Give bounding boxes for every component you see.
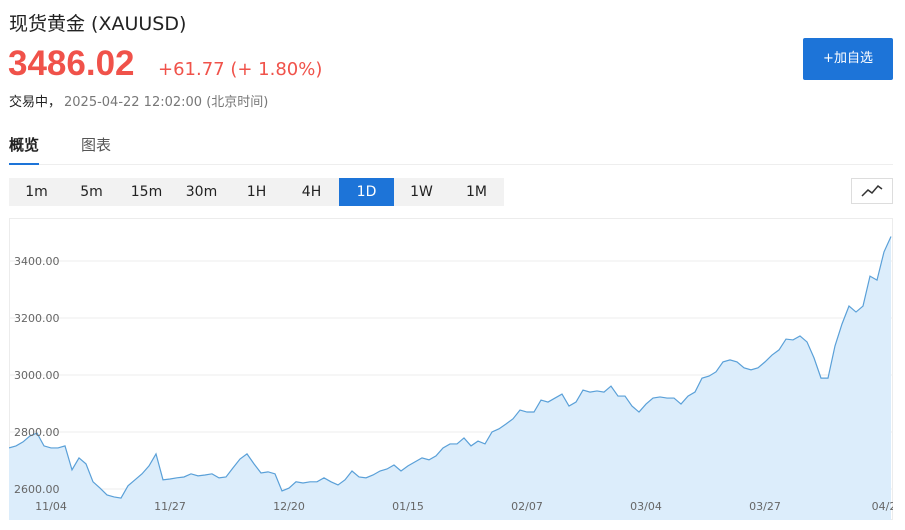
interval-button[interactable]: 1D [339, 178, 394, 206]
x-tick-label: 11/27 [154, 500, 186, 513]
interval-button[interactable]: 1H [246, 184, 267, 200]
interval-button[interactable]: 30m [185, 184, 218, 200]
x-tick-label: 03/27 [749, 500, 781, 513]
interval-button[interactable]: 1M [466, 184, 487, 200]
tab[interactable]: 图表 [81, 136, 112, 154]
y-tick-label: 3400.00 [14, 255, 60, 268]
tabs: 概览 图表 [9, 130, 893, 165]
tab[interactable]: 概览 [9, 134, 40, 165]
y-tick-label: 3200.00 [14, 312, 60, 325]
x-tick-label: 02/07 [511, 500, 543, 513]
interval-bar: 1m 5m 15m 30m 1H 4H 1D 1W 1M [9, 178, 504, 206]
x-tick-label: 04/2 [872, 500, 893, 513]
add-watchlist-button[interactable]: +加自选 [803, 38, 893, 80]
price: 3486.02 [8, 44, 135, 83]
x-tick-label: 11/04 [35, 500, 67, 513]
status: 交易中， [9, 95, 62, 110]
x-tick-label: 01/15 [392, 500, 424, 513]
line [9, 236, 892, 499]
y-tick-label: 2800.00 [14, 426, 60, 439]
time: 2025-04-22 12:02:00 (北京时间) [64, 95, 269, 110]
y-tick-label: 3000.00 [14, 369, 60, 382]
interval-button[interactable]: 5m [80, 184, 103, 200]
x-tick-label: 12/20 [273, 500, 305, 513]
interval-button[interactable]: 15m [130, 184, 163, 200]
interval-button[interactable]: 1W [410, 184, 433, 200]
interval-button[interactable]: 4H [301, 184, 322, 200]
area [9, 236, 891, 520]
chart: 2600.00 2800.00 3000.00 3200.00 3400.00 11/04… [9, 218, 893, 520]
x-tick-label: 03/04 [630, 500, 662, 513]
chart-icon [861, 184, 883, 197]
chart-type-button[interactable] [851, 178, 893, 204]
interval-button[interactable]: 1m [25, 184, 48, 200]
change: +61.77 (+ 1.80%) [158, 59, 323, 80]
title: 现货黄金 (XAUUSD) [9, 13, 187, 35]
y-tick-label: 2600.00 [14, 483, 60, 496]
